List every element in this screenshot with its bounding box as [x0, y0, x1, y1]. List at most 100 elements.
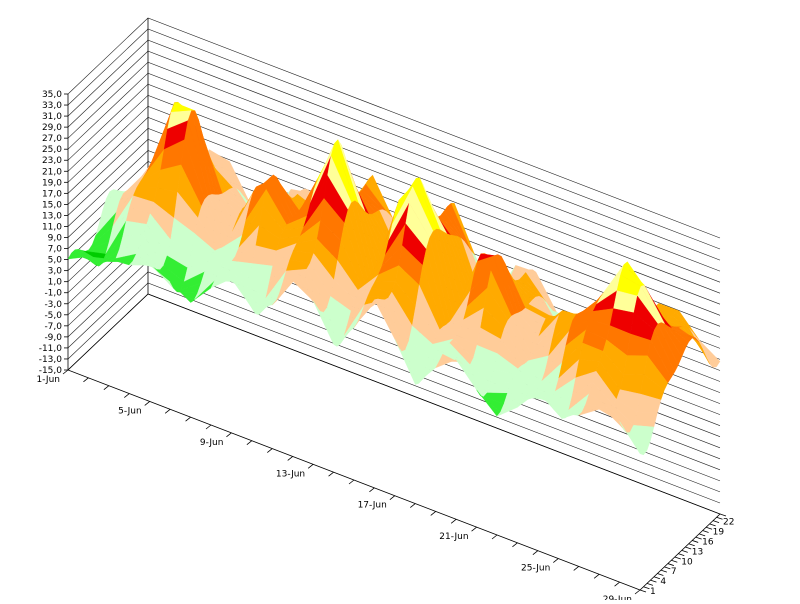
z-tick-label: 7,0 — [48, 245, 63, 255]
x-tick — [593, 573, 600, 579]
y-tick — [699, 533, 706, 537]
y-tick — [657, 573, 664, 576]
x-tick-label: 29-Jun — [603, 595, 632, 600]
x-tick — [62, 369, 69, 375]
y-tick — [712, 520, 720, 523]
z-tick-label: -13,0 — [39, 355, 63, 365]
y-tick-label: 19 — [713, 528, 725, 538]
x-tick — [267, 448, 273, 453]
y-tick — [674, 556, 681, 560]
x-tick — [164, 408, 171, 414]
z-tick-label: 21,0 — [42, 167, 62, 177]
x-tick — [634, 589, 641, 595]
x-tick — [573, 566, 579, 571]
x-tick — [471, 526, 477, 532]
y-tick — [681, 549, 688, 553]
x-tick-label: 21-Jun — [439, 532, 468, 542]
z-tick-label: 5,0 — [48, 256, 63, 266]
x-tick — [430, 511, 436, 516]
x-tick — [307, 463, 314, 469]
x-tick — [512, 542, 518, 548]
y-tick-label: 22 — [723, 518, 734, 528]
x-tick-label: 25-Jun — [521, 564, 550, 574]
y-tick — [643, 586, 650, 590]
y-tick — [688, 543, 695, 547]
x-tick — [450, 518, 457, 524]
x-tick — [369, 487, 375, 493]
x-tick-label: 5-Jun — [118, 406, 142, 416]
y-tick — [702, 530, 709, 533]
x-tick — [124, 393, 130, 398]
z-tick-label: 23,0 — [42, 156, 62, 166]
z-tick-label: -1,0 — [44, 289, 62, 299]
y-tick — [653, 576, 661, 580]
z-tick-label: 33,0 — [42, 101, 62, 111]
x-tick-label: 9-Jun — [200, 438, 224, 448]
x-tick — [348, 479, 355, 485]
y-tick — [695, 536, 702, 540]
z-tick-label: 13,0 — [42, 211, 62, 221]
y-tick — [664, 566, 671, 570]
left-wall — [68, 18, 148, 370]
y-tick-label: 16 — [702, 537, 714, 547]
z-tick-label: 29,0 — [42, 123, 62, 133]
x-tick — [389, 495, 396, 501]
z-tick-label: 31,0 — [42, 112, 62, 122]
y-tick — [671, 559, 678, 563]
y-tick — [685, 546, 692, 550]
x-tick — [287, 456, 293, 461]
z-tick-label: -11,0 — [39, 344, 63, 354]
z-tick-label: 35,0 — [42, 90, 62, 100]
y-tick — [705, 526, 713, 530]
z-tick-label: 3,0 — [48, 267, 63, 277]
surface-patch — [486, 382, 512, 394]
z-tick-label: -3,0 — [44, 300, 62, 310]
y-tick — [667, 563, 674, 566]
x-tick — [205, 424, 212, 430]
x-tick — [614, 581, 620, 587]
surface-patch — [633, 411, 658, 428]
x-tick — [491, 534, 498, 540]
x-tick — [532, 550, 539, 556]
x-tick — [144, 401, 150, 406]
y-tick-label: 7 — [671, 567, 677, 577]
z-tick-label: -5,0 — [44, 311, 62, 321]
z-tick-label: 25,0 — [42, 145, 62, 155]
y-tick — [678, 553, 685, 557]
z-tick-label: 1,0 — [48, 278, 63, 288]
x-tick — [410, 503, 416, 508]
z-tick-label: -9,0 — [44, 333, 62, 343]
z-tick-label: 27,0 — [42, 134, 62, 144]
z-tick-label: 15,0 — [42, 200, 62, 210]
x-tick-label: 1-Jun — [36, 375, 60, 385]
y-tick — [639, 589, 647, 593]
y-tick — [660, 569, 667, 573]
x-tick-label: 13-Jun — [276, 469, 305, 479]
x-tick — [83, 377, 89, 383]
y-tick — [692, 540, 699, 543]
surface-patch — [435, 328, 461, 336]
x-tick — [553, 558, 559, 563]
x-tick — [185, 416, 191, 422]
x-tick — [328, 471, 334, 477]
y-tick — [709, 523, 716, 527]
x-tick — [226, 432, 232, 438]
y-tick — [719, 513, 727, 517]
z-tick-label: -7,0 — [44, 322, 62, 332]
y-tick-label: 10 — [681, 557, 693, 567]
z-tick-label: -15,0 — [39, 366, 63, 376]
x-tick — [103, 385, 110, 391]
y-tick — [650, 579, 657, 583]
y-tick-label: 4 — [660, 577, 666, 587]
z-tick-label: 11,0 — [42, 222, 62, 232]
z-tick-label: 17,0 — [42, 189, 62, 199]
y-tick — [646, 583, 654, 586]
surface-patch — [623, 355, 648, 375]
surface-patch — [619, 421, 645, 456]
y-tick-label: 1 — [650, 587, 656, 597]
y-tick-label: 13 — [692, 547, 703, 557]
x-tick-label: 17-Jun — [358, 501, 387, 511]
z-tick-label: 9,0 — [48, 234, 63, 244]
